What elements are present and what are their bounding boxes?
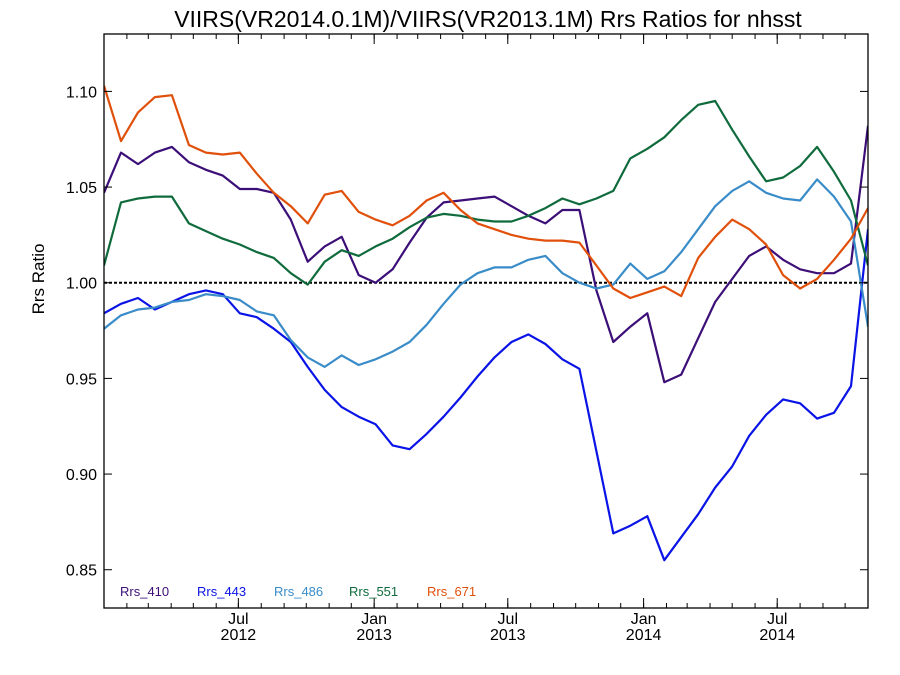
y-tick-label: 1.05 xyxy=(66,180,97,197)
x-tick-label-year: 2014 xyxy=(626,627,662,644)
y-tick-label: 0.95 xyxy=(66,371,97,388)
x-tick-label-month: Jul xyxy=(228,611,248,628)
legend-entry-rrs-486: Rrs_486 xyxy=(274,584,323,599)
series-line-rrs-551 xyxy=(104,99,868,286)
x-tick-label-year: 2012 xyxy=(221,627,257,644)
legend-entry-rrs-551: Rrs_551 xyxy=(349,584,398,599)
y-tick-label: 1.00 xyxy=(66,276,97,293)
series-line-rrs-486 xyxy=(104,178,868,368)
x-tick-label-year: 2013 xyxy=(356,627,392,644)
plot-frame xyxy=(103,33,869,609)
y-tick-label: 0.90 xyxy=(66,467,97,484)
series-line-rrs-443 xyxy=(104,229,868,562)
x-tick-label-month: Jan xyxy=(631,611,657,628)
y-axis-label: Rrs Ratio xyxy=(29,244,48,315)
legend-entry-rrs-443: Rrs_443 xyxy=(197,584,246,599)
legend-entry-rrs-671: Rrs_671 xyxy=(427,584,476,599)
series-line-rrs-410 xyxy=(104,125,868,384)
x-tick-label-month: Jul xyxy=(767,611,787,628)
x-tick-label-month: Jul xyxy=(498,611,518,628)
legend: Rrs_410 Rrs_443 Rrs_486 Rrs_551 Rrs_671 xyxy=(120,584,476,599)
x-tick-label-year: 2013 xyxy=(490,627,526,644)
x-tick-label-month: Jan xyxy=(361,611,387,628)
y-axis: 0.85 0.90 0.95 1.00 1.05 1.10 xyxy=(66,84,868,580)
series-line-rrs-671 xyxy=(104,85,868,300)
legend-entry-rrs-410: Rrs_410 xyxy=(120,584,169,599)
x-tick-label-year: 2014 xyxy=(759,627,795,644)
chart-title: VIIRS(VR2014.0.1M)/VIIRS(VR2013.1M) Rrs … xyxy=(174,6,802,32)
y-tick-label: 1.10 xyxy=(66,84,97,101)
y-tick-label: 0.85 xyxy=(66,563,97,580)
series-layer xyxy=(104,85,868,562)
